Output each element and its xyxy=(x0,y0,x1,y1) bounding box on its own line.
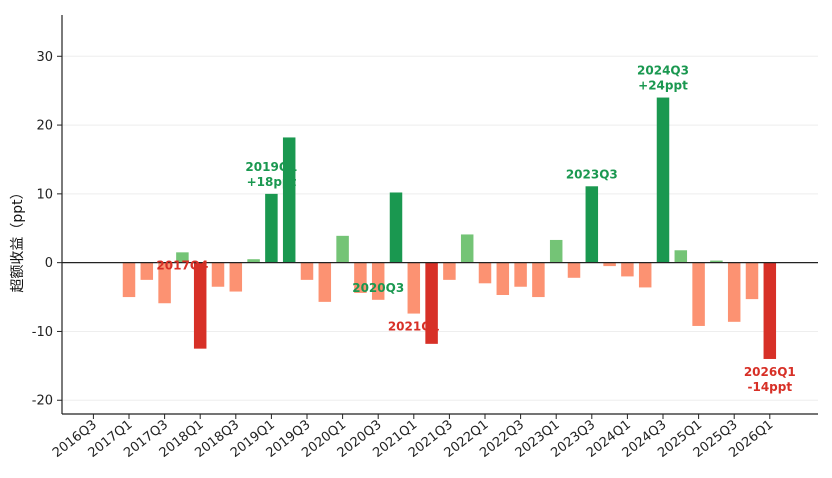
y-axis-title: 超额收益（ppt） xyxy=(10,185,26,292)
bar-2021Q3 xyxy=(443,262,456,280)
y-tick-label: 0 xyxy=(45,256,53,271)
bar-2022Q4 xyxy=(532,262,545,298)
bar-2026Q1 xyxy=(763,262,777,359)
bar-2023Q4 xyxy=(603,262,616,267)
bar-2019Q2 xyxy=(282,137,296,263)
bar-2017Q1 xyxy=(122,262,136,298)
y-tick-label: -20 xyxy=(32,394,53,409)
bar-2025Q4 xyxy=(745,262,759,300)
bar-2020Q3 xyxy=(371,262,385,300)
grid-lines xyxy=(62,55,818,401)
bar-2022Q1 xyxy=(478,262,492,284)
bar-2020Q2 xyxy=(354,262,367,293)
y-tick-labels: -20 -10 0 10 20 30 xyxy=(32,50,53,409)
annotation-2019Q1: +18ppt xyxy=(247,175,297,189)
annotation-2021Q1: 2021Q1 xyxy=(388,320,440,334)
annotation-2026Q1: 2026Q1 xyxy=(744,365,796,379)
annotation-2020Q3: 2020Q3 xyxy=(352,281,404,295)
y-tick-label: 10 xyxy=(36,187,53,202)
bar-2022Q3 xyxy=(514,262,527,287)
bar-2020Q1 xyxy=(336,235,349,263)
bar-2021Q1 xyxy=(407,262,421,314)
bar-2019Q1 xyxy=(265,193,278,263)
axes xyxy=(57,15,818,419)
y-tick-label: -10 xyxy=(32,325,53,340)
bar-2024Q3 xyxy=(656,97,670,263)
bars xyxy=(122,97,777,359)
bar-2017Q4 xyxy=(176,252,189,263)
bar-2018Q1 xyxy=(193,262,207,349)
bar-2019Q4 xyxy=(318,262,332,302)
annotation-2024Q3: 2024Q3 xyxy=(637,64,689,78)
y-tick-label: 30 xyxy=(36,50,53,65)
bar-2017Q3 xyxy=(158,262,171,304)
bar-2021Q4 xyxy=(460,234,474,263)
annotation-2019Q1: 2019Q1 xyxy=(245,160,297,174)
bar-2019Q3 xyxy=(300,262,314,280)
annotation-2026Q1: -14ppt xyxy=(747,380,792,394)
y-tick-label: 20 xyxy=(36,119,53,134)
annotation-2023Q3: 2023Q3 xyxy=(566,167,618,181)
bar-2017Q2 xyxy=(140,262,154,280)
bar-2023Q1 xyxy=(549,239,563,263)
x-tick-labels: 2016Q32017Q12017Q32018Q12018Q32019Q12019… xyxy=(50,417,776,461)
bar-2023Q2 xyxy=(567,262,581,278)
bar-2024Q1 xyxy=(621,262,634,277)
bar-2021Q2 xyxy=(425,262,438,344)
bar-2025Q1 xyxy=(692,262,705,326)
bar-2023Q3 xyxy=(585,186,599,263)
bar-2025Q2 xyxy=(710,260,723,263)
bar-2018Q4 xyxy=(247,259,260,263)
bar-2025Q3 xyxy=(727,262,741,322)
bar-2024Q4 xyxy=(674,250,688,263)
annotations: 2017Q4 2019Q1+18ppt 2020Q3 2021Q1 2023Q3 2024… xyxy=(156,64,795,394)
bar-2022Q2 xyxy=(496,262,510,295)
annotation-2017Q4: 2017Q4 xyxy=(156,258,208,272)
bar-2018Q3 xyxy=(229,262,243,292)
bar-2020Q4 xyxy=(389,192,403,263)
bar-2018Q2 xyxy=(211,262,225,287)
annotation-2024Q3: +24ppt xyxy=(638,79,688,93)
bar-2024Q2 xyxy=(638,262,652,288)
